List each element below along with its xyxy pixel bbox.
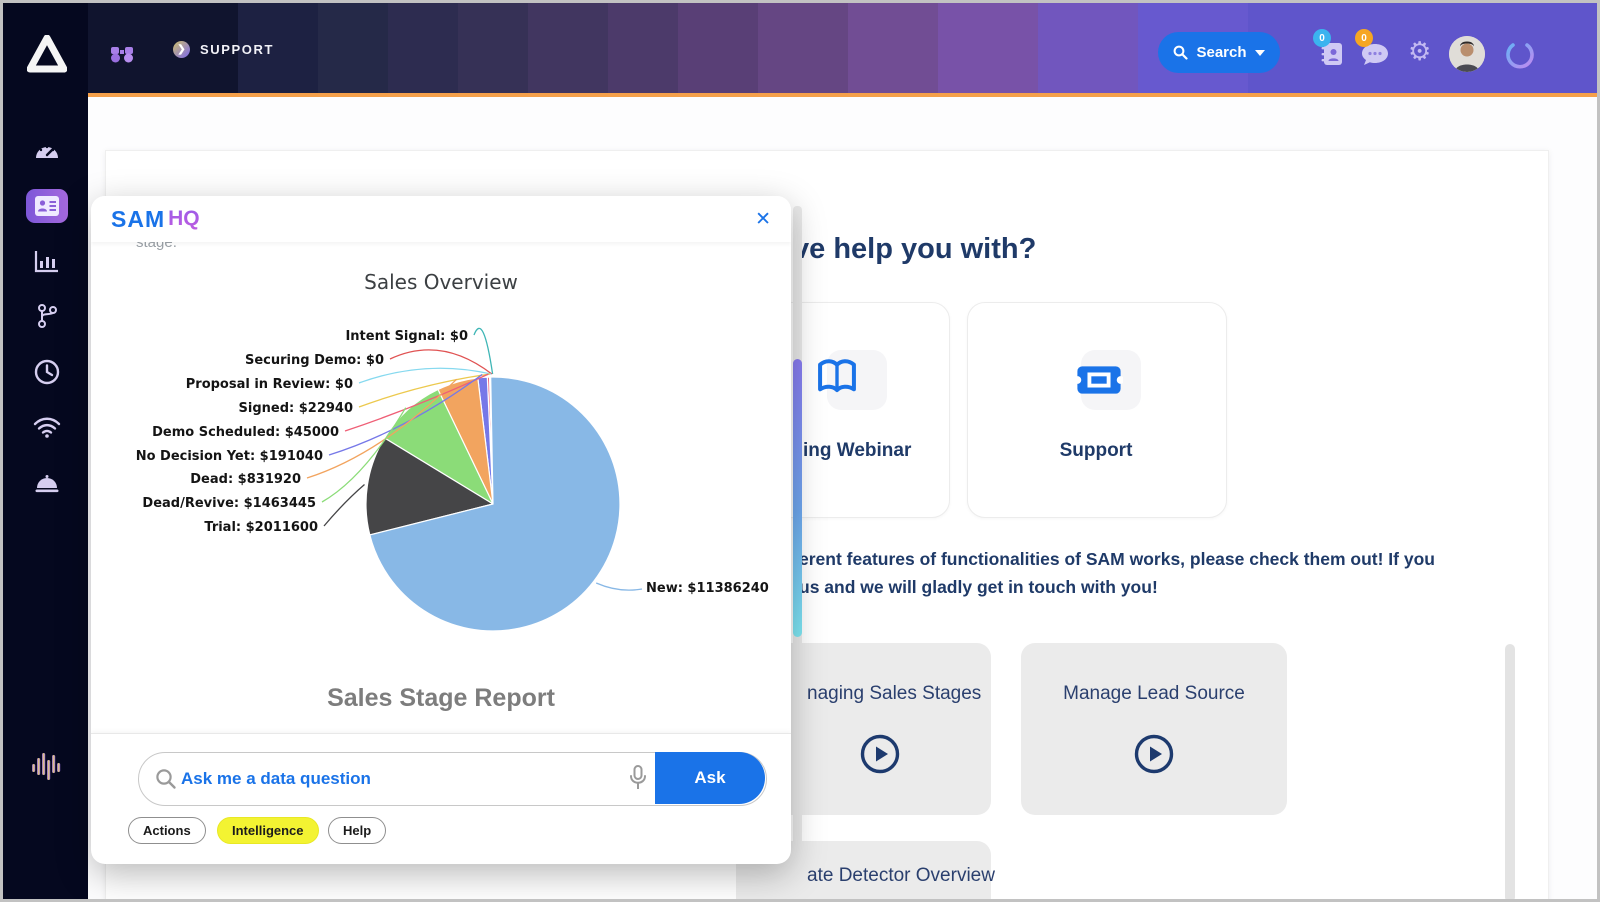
video-card-lead-source[interactable] [1021, 643, 1287, 815]
modal-scrollbar-thumb[interactable] [793, 359, 802, 637]
pie-slice [369, 376, 621, 632]
sidebar-item-pipeline[interactable] [35, 303, 59, 329]
play-icon[interactable] [859, 733, 901, 775]
topbar [88, 3, 1597, 93]
video-card-sales-stages-label: naging Sales Stages [807, 683, 982, 704]
ask-button[interactable]: Ask [655, 752, 765, 804]
pie-slice [365, 437, 495, 536]
soundwave-logo-icon [32, 753, 61, 780]
pie-label: No Decision Yet: $191040 [136, 449, 323, 464]
pie-label: Demo Scheduled: $45000 [152, 425, 339, 440]
close-icon[interactable]: ✕ [755, 208, 771, 230]
card-webinar-label: ing Webinar [803, 440, 912, 461]
pie-label-line [473, 327, 494, 375]
pie-label-line [306, 378, 458, 479]
search-button-label: Search [1196, 44, 1247, 61]
pie-label: Signed: $22940 [239, 401, 354, 416]
sidebar-item-analytics[interactable] [34, 249, 60, 273]
chip-help[interactable]: Help [328, 817, 387, 844]
card-support-label: Support [1059, 440, 1133, 461]
pie-label: Dead/Revive: $1463445 [142, 496, 316, 511]
pie-label-line [389, 349, 493, 375]
sidebar-item-contacts[interactable] [34, 194, 60, 218]
sidebar-item-services[interactable] [34, 471, 60, 495]
power-icon[interactable] [1503, 37, 1537, 71]
card-support[interactable] [967, 302, 1227, 518]
pie-label: Trial: $2011600 [204, 520, 318, 535]
pie-label: Intent Signal: $0 [345, 329, 468, 344]
intro-paragraph-line1: erent features of functionalities of SAM… [799, 549, 1435, 569]
avatar-image [1449, 36, 1485, 72]
gear-icon[interactable]: ⚙ [1408, 37, 1432, 67]
data-question-input[interactable] [179, 753, 603, 805]
search-icon [1174, 45, 1189, 60]
play-icon[interactable] [1133, 733, 1175, 775]
pie-label-line [328, 373, 483, 456]
sales-pie-chart: Intent Signal: $0 Securing Demo: $0 Propos… [136, 327, 769, 632]
intro-paragraph-line2: us and we will gladly get in touch with … [799, 577, 1158, 597]
modal-footer: Ask Actions Intelligence Help [91, 733, 791, 864]
pie-label-line [323, 484, 365, 527]
pie-label: Securing Demo: $0 [245, 353, 384, 368]
microphone-icon[interactable] [629, 765, 647, 791]
search-icon [156, 769, 176, 789]
contacts-badge: 0 [1313, 29, 1331, 47]
pie-label: Dead: $831920 [190, 472, 301, 487]
modal-header: SAM HQ ✕ [91, 196, 791, 242]
chevron-down-icon [1254, 49, 1265, 56]
sidebar-item-dashboard[interactable] [34, 138, 60, 162]
support-label: SUPPORT [200, 42, 275, 57]
support-chevron-icon: ❯ [173, 41, 190, 58]
video-card-lead-source-label: Manage Lead Source [1063, 683, 1245, 704]
report-title: Sales Stage Report [327, 684, 555, 712]
contacts-book-icon[interactable] [1321, 41, 1345, 67]
pie-label: Proposal in Review: $0 [186, 377, 353, 392]
pie-label-line [358, 373, 491, 408]
modal-brand-hq: HQ [168, 207, 200, 230]
chart-title: Sales Overview [364, 270, 518, 294]
ticket-icon [1075, 366, 1123, 394]
page-heading: ve help you with? [793, 233, 1037, 265]
video-card-detector-label: ate Detector Overview [807, 865, 995, 886]
modal-brand-sam: SAM [111, 205, 166, 232]
book-icon [818, 359, 856, 393]
chip-actions[interactable]: Actions [128, 817, 206, 844]
topbar-divider [88, 93, 1597, 97]
chat-icon[interactable] [1361, 43, 1389, 67]
sidebar-item-history[interactable] [34, 359, 60, 385]
pie-label: New: $11386240 [646, 581, 769, 596]
binoculars-icon[interactable] [109, 43, 135, 67]
avatar[interactable] [1449, 36, 1485, 72]
pie-label-line [595, 582, 643, 591]
samhq-assistant-modal: stage. SAM HQ ✕ Sales Overview Intent Si… [91, 196, 791, 864]
page-scrollbar[interactable] [1505, 644, 1515, 899]
app-window: ve help you with? ing Webinar Support er… [3, 3, 1597, 899]
chip-intelligence[interactable]: Intelligence [217, 817, 319, 844]
sidebar-item-connectivity[interactable] [33, 416, 61, 438]
pie-label-line [358, 367, 492, 384]
chat-badge: 0 [1355, 29, 1373, 47]
pie-label-line [321, 407, 407, 503]
support-menu[interactable]: ❯ SUPPORT [173, 41, 274, 58]
app-logo[interactable] [27, 35, 67, 73]
search-button[interactable]: Search [1158, 32, 1280, 73]
